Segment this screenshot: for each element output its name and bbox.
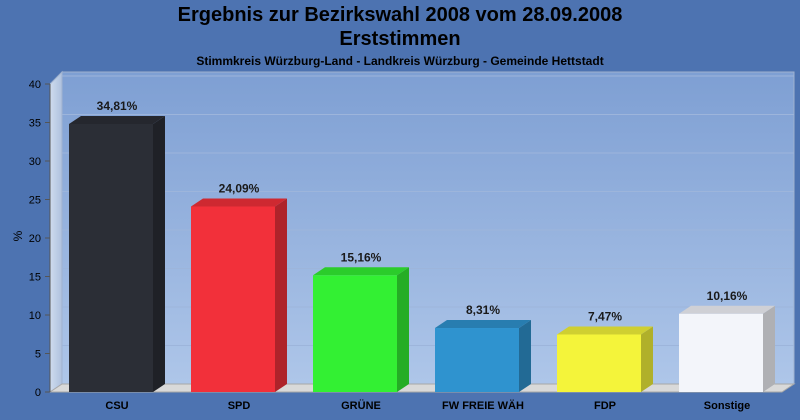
bar-side: [153, 115, 165, 392]
bar-top: [679, 305, 775, 314]
x-tick-label: Sonstige: [704, 400, 750, 412]
data-label: 15,16%: [341, 250, 382, 264]
bar-top: [69, 115, 165, 124]
bar-front: [435, 328, 519, 392]
y-tick-label: 15: [29, 272, 41, 284]
chart-title: Ergebnis zur Bezirkswahl 2008 vom 28.09.…: [177, 4, 623, 26]
bar-front: [313, 275, 397, 392]
bar-side: [519, 320, 531, 392]
plot-back-wall: [61, 71, 795, 385]
x-tick-label: FDP: [594, 400, 616, 412]
bar-front: [679, 313, 763, 392]
data-label: 7,47%: [588, 309, 622, 323]
bar-top: [435, 320, 531, 329]
y-tick-label: 40: [29, 79, 41, 91]
y-tick-label: 20: [29, 233, 41, 245]
bar-csu: 34,81%: [69, 99, 165, 392]
bar-fw-freie-w-h: 8,31%: [435, 303, 531, 392]
x-tick-label: GRÜNE: [341, 399, 381, 412]
chart-subtitle: Stimmkreis Würzburg-Land - Landkreis Wür…: [196, 54, 604, 68]
bar-front: [69, 123, 153, 392]
data-label: 34,81%: [97, 99, 138, 113]
data-label: 8,31%: [466, 303, 500, 317]
bar-top: [313, 267, 409, 276]
y-tick-label: 10: [29, 310, 41, 322]
y-tick-label: 5: [35, 349, 41, 361]
y-tick-label: 35: [29, 118, 41, 130]
bar-side: [275, 198, 287, 392]
plot-side-wall: [49, 70, 63, 393]
bar-side: [397, 267, 409, 392]
y-tick-label: 25: [29, 195, 41, 207]
bar-fdp: 7,47%: [557, 309, 653, 392]
x-tick-label: SPD: [228, 400, 251, 412]
y-tick-label: 0: [35, 387, 41, 399]
bar-spd: 24,09%: [191, 182, 287, 392]
data-label: 10,16%: [707, 289, 748, 303]
bar-front: [557, 334, 641, 392]
chart-title-2: Erststimmen: [339, 28, 461, 50]
x-tick-label: CSU: [105, 400, 128, 412]
bar-top: [557, 326, 653, 335]
y-tick-label: 30: [29, 156, 41, 168]
bar-gr-ne: 15,16%: [313, 250, 409, 392]
bar-front: [191, 206, 275, 392]
bar-sonstige: 10,16%: [679, 289, 775, 392]
bar-side: [763, 305, 775, 392]
x-tick-label: FW FREIE WÄH: [442, 399, 524, 412]
bar-top: [191, 198, 287, 207]
bar-side: [641, 326, 653, 392]
y-axis-label: %: [11, 230, 25, 241]
data-label: 24,09%: [219, 182, 260, 196]
